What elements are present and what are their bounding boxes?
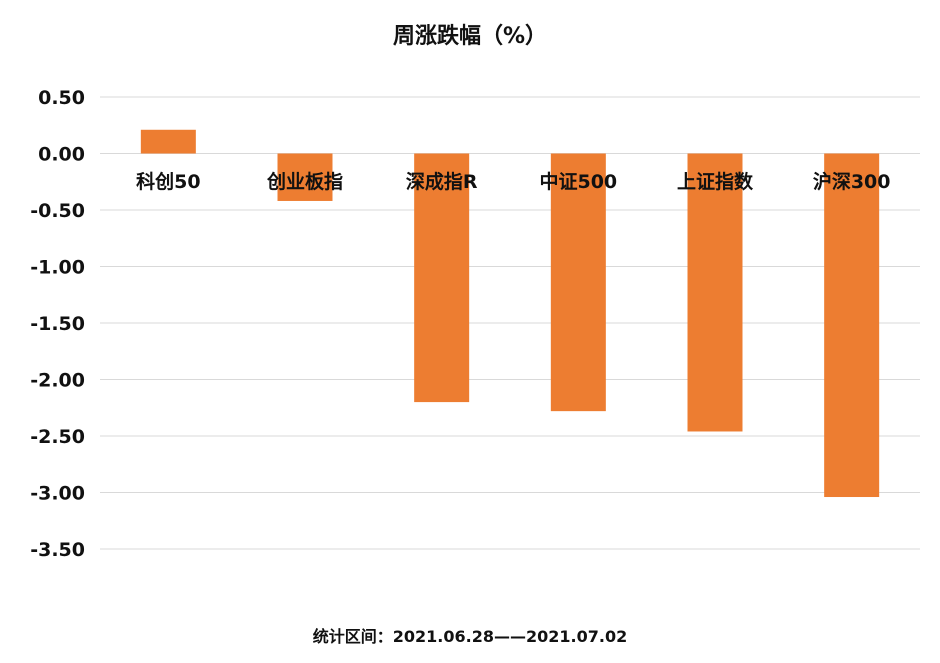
y-tick-label: -1.50 (30, 313, 85, 335)
bar (687, 153, 743, 432)
category-label: 创业板指 (266, 170, 343, 193)
gridlines (100, 96, 920, 550)
y-axis-ticks: 0.50 0.00 -0.50 -1.00 -1.50 -2.00 -2.50 -3.00 -3… (30, 87, 85, 561)
y-tick-label: -1.00 (30, 257, 85, 279)
y-tick-label: -3.50 (30, 539, 85, 561)
category-label: 科创50 (136, 170, 200, 193)
bar (277, 153, 333, 201)
bar (140, 129, 196, 154)
y-tick-label: -2.00 (30, 370, 85, 392)
category-label: 中证500 (539, 170, 617, 193)
category-label: 上证指数 (677, 170, 754, 193)
bars (140, 129, 880, 498)
bar (414, 153, 470, 403)
category-label: 深成指R (406, 170, 478, 193)
y-tick-label: -2.50 (30, 426, 85, 448)
bar (550, 153, 606, 412)
category-labels: 科创50 创业板指 深成指R 中证500 上证指数 沪深300 (136, 170, 890, 193)
y-tick-label: 0.50 (38, 87, 85, 109)
chart-title: 周涨跌幅（%） (392, 24, 548, 49)
y-tick-label: 0.00 (38, 144, 85, 166)
y-tick-label: -3.00 (30, 483, 85, 505)
bar (824, 153, 880, 498)
date-range-footer: 统计区间：2021.06.28——2021.07.02 (312, 627, 628, 646)
category-label: 沪深300 (813, 170, 891, 193)
y-tick-label: -0.50 (30, 200, 85, 222)
